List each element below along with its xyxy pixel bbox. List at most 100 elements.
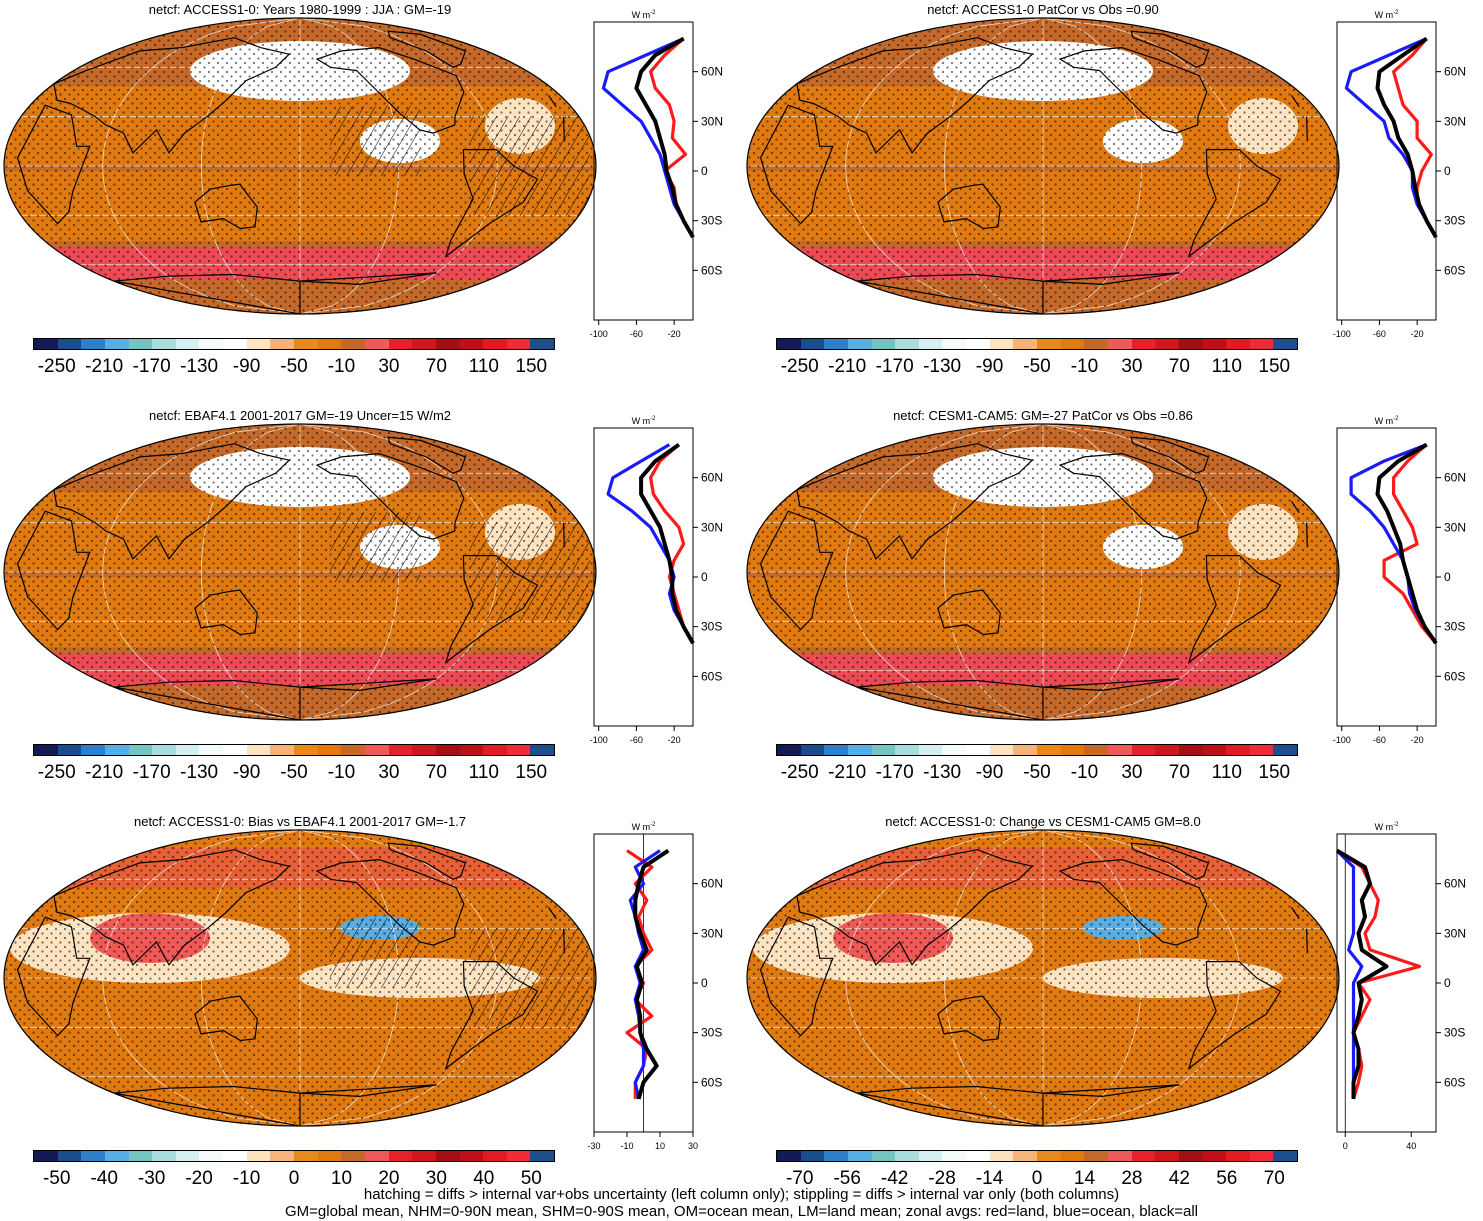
- colorbar-swatch: [388, 1151, 413, 1161]
- map-border: [746, 17, 1340, 315]
- colorbar-tick-label: -210: [85, 762, 124, 783]
- zonal-line-ocean: [1349, 443, 1438, 645]
- zonal-line-all: [1335, 848, 1389, 1099]
- colorbar-tick-label: 42: [1168, 1168, 1190, 1189]
- colorbar-tick-label: -50: [42, 1168, 71, 1189]
- colorbar-tick-label: -210: [828, 762, 867, 783]
- value-tick-label: -100: [1333, 735, 1351, 745]
- map-border: [746, 423, 1340, 721]
- world-map: [746, 423, 1340, 721]
- colorbar-tick-label: -56: [833, 1168, 861, 1189]
- colorbar-tick-label: 14: [1073, 1168, 1096, 1189]
- lat-tick-label: 0: [1444, 570, 1451, 584]
- colorbar-tick-label: -10: [1070, 356, 1099, 377]
- colorbar-swatch: [1037, 745, 1061, 755]
- colorbar: [776, 1150, 1298, 1162]
- colorbar-tick-label: 110: [1211, 356, 1242, 377]
- colorbar-swatch: [341, 745, 365, 755]
- lat-tick-label: 60S: [701, 669, 722, 683]
- colorbar-swatch: [246, 745, 271, 755]
- colorbar-tick-label: 20: [378, 1168, 400, 1189]
- colorbar-tick-label: -10: [327, 356, 356, 377]
- colorbar-swatch: [1226, 745, 1250, 755]
- lat-tick-label: 60S: [1444, 263, 1465, 277]
- lat-tick-label: 60N: [701, 65, 723, 79]
- value-tick-label: -60: [630, 735, 643, 745]
- colorbar-swatch: [152, 1151, 176, 1161]
- hatching: [470, 928, 590, 1028]
- colorbar-swatch: [942, 1151, 967, 1161]
- colorbar-swatch: [824, 745, 848, 755]
- colorbar-swatch: [435, 339, 460, 349]
- map-title: netcf: ACCESS1-0 PatCor vs Obs =0.90: [927, 2, 1159, 17]
- colorbar-labels: -250 -210 -170 -130 -90 -50 -10 30 70 110 150: [33, 762, 555, 784]
- lat-tick-label: 0: [1444, 164, 1451, 178]
- value-tick-label: -60: [1373, 735, 1386, 745]
- colorbar-swatch: [128, 745, 153, 755]
- value-tick-label: -100: [590, 329, 608, 339]
- colorbar-swatch: [223, 745, 247, 755]
- value-tick-label: -10: [620, 1141, 633, 1151]
- lat-tick-label: 60S: [1444, 1075, 1465, 1089]
- colorbar-swatch: [989, 1151, 1014, 1161]
- zonal-line-all: [1375, 36, 1438, 239]
- lat-tick-label: 30N: [1444, 520, 1466, 534]
- colorbar-labels: -50 -40 -30 -20 -10 0 10 20 30 40 50: [33, 1168, 555, 1190]
- lat-tick-label: 30N: [701, 520, 723, 534]
- colorbar-swatch: [317, 339, 342, 349]
- colorbar-swatch: [1037, 1151, 1061, 1161]
- colorbar-swatch: [412, 1151, 436, 1161]
- colorbar-tick-label: 150: [515, 356, 548, 377]
- value-tick-label: -100: [1333, 329, 1351, 339]
- lat-tick-label: 60S: [701, 263, 722, 277]
- colorbar-swatch: [199, 1151, 224, 1161]
- colorbar-swatch: [34, 745, 58, 755]
- colorbar-tick-label: 30: [378, 356, 400, 377]
- colorbar-swatch: [1131, 339, 1156, 349]
- colorbar-swatch: [1037, 339, 1061, 349]
- colorbar-swatch: [895, 745, 919, 755]
- footnote-legend: GM=global mean, NHM=0-90N mean, SHM=0-90…: [284, 1203, 1198, 1220]
- colorbar: [776, 744, 1298, 756]
- zonal-average-plot: W m-2 60N 30N 0 30S 60S -100 -60 -20: [1333, 416, 1466, 745]
- colorbar-swatch: [459, 745, 484, 755]
- colorbar-tick-label: -250: [37, 762, 76, 783]
- zonal-line-ocean: [1335, 849, 1364, 1099]
- footnote-hatching: hatching = diffs > internal var+obs unce…: [363, 1186, 1120, 1203]
- colorbar-swatch: [1084, 745, 1108, 755]
- colorbar-swatch: [175, 1151, 200, 1161]
- stippling: [747, 424, 1339, 720]
- colorbar-swatch: [57, 1151, 82, 1161]
- colorbar-swatch: [1013, 1151, 1038, 1161]
- zonal-line-land: [649, 443, 695, 644]
- map-border: [3, 829, 597, 1127]
- lat-tick-label: 30S: [701, 620, 722, 634]
- colorbar-tick-label: 0: [288, 1168, 300, 1189]
- map-title: netcf: ACCESS1-0: Change vs CESM1-CAM5 G…: [885, 814, 1201, 829]
- panel-change: netcf: ACCESS1-0: Change vs CESM1-CAM5 G…: [743, 812, 1483, 1218]
- colorbar-swatch: [435, 1151, 460, 1161]
- panel-ebaf: netcf: EBAF4.1 2001-2017 GM=-19 Uncer=15…: [0, 406, 740, 812]
- colorbar-swatch: [104, 339, 129, 349]
- colorbar-swatch: [364, 1151, 389, 1161]
- colorbar-tick-label: 0: [1031, 1168, 1043, 1189]
- value-tick-label: -20: [1411, 329, 1424, 339]
- colorbar-tick-label: 30: [1121, 762, 1143, 783]
- colorbar-swatch: [1202, 1151, 1227, 1161]
- map-border: [3, 17, 597, 315]
- profile-units: W m-2: [1375, 822, 1399, 832]
- colorbar-swatch: [483, 1151, 507, 1161]
- colorbar-swatch: [388, 745, 413, 755]
- colorbar-swatch: [294, 339, 318, 349]
- colorbar-tick-label: -50: [1023, 356, 1051, 377]
- zonal-line-all: [634, 36, 695, 239]
- colorbar-tick-label: -130: [923, 762, 962, 783]
- colorbar-labels: -250 -210 -170 -130 -90 -50 -10 30 70 110 150: [776, 762, 1298, 784]
- colorbar-swatch: [506, 339, 531, 349]
- colorbar-swatch: [199, 339, 224, 349]
- colorbar-swatch: [1107, 1151, 1132, 1161]
- map-title: netcf: ACCESS1-0: Years 1980-1999 : JJA …: [148, 2, 452, 17]
- colorbar-swatch: [341, 339, 365, 349]
- colorbar-swatch: [317, 1151, 342, 1161]
- lat-tick-label: 60N: [1444, 877, 1466, 891]
